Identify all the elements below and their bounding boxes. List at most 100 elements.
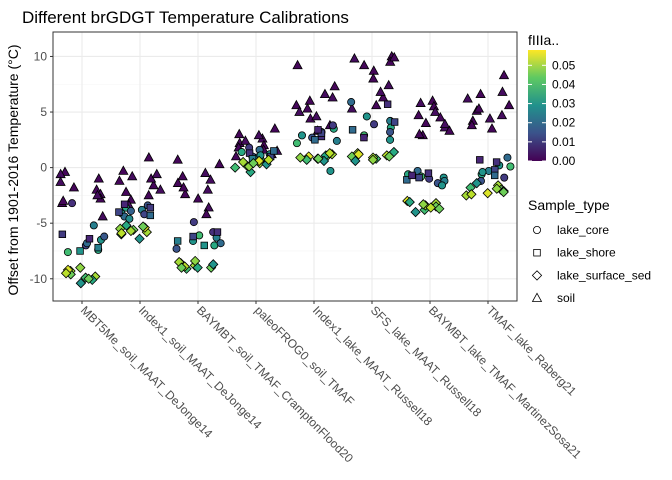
data-point [83, 273, 94, 284]
data-point [476, 156, 484, 164]
data-point [466, 119, 478, 130]
data-point [292, 59, 303, 70]
data-point [60, 268, 72, 279]
data-point [498, 186, 509, 198]
data-point [486, 123, 498, 133]
data-point [500, 173, 509, 182]
colorbar-tick-label: 0.04 [552, 77, 576, 91]
data-point [229, 162, 241, 173]
data-point [143, 189, 154, 200]
data-point [177, 170, 188, 181]
data-point [403, 176, 411, 184]
colorbar [528, 50, 546, 161]
color-legend: fIIIa.. 0.00 0.01 0.02 0.03 0.04 0.05 [528, 32, 576, 168]
data-point [311, 136, 319, 144]
data-point [420, 117, 432, 127]
data-point [269, 123, 281, 133]
data-point [367, 154, 379, 165]
data-point [93, 173, 104, 183]
data-point [383, 79, 394, 90]
data-point [68, 181, 80, 192]
data-point [349, 53, 360, 63]
data-points [55, 50, 515, 289]
data-point [478, 168, 487, 177]
data-point [383, 100, 392, 108]
data-point [146, 203, 155, 212]
data-point [58, 230, 67, 239]
shape-legend: Sample_type lake_core lake_shore lake_surf… [528, 197, 651, 305]
x-tick-label: paleoFROG0_soil_TMAF [252, 303, 357, 408]
colorbar-tick-label: 0.00 [552, 154, 576, 168]
data-point [304, 95, 316, 105]
data-point [332, 136, 341, 145]
data-point [410, 206, 421, 218]
colorbar-tick-label: 0.05 [552, 58, 576, 72]
data-point [178, 181, 189, 192]
legend-key-lake-shore [533, 248, 541, 257]
data-point [200, 167, 211, 177]
data-point [295, 152, 306, 163]
y-tick-label: 0 [40, 161, 47, 175]
data-point [114, 175, 125, 185]
x-tick-label: SFS_lake_MAAT_Russell18 [368, 303, 485, 420]
x-axis-ticks: MBT5Me_soil_MAAT_DeJonge14Index1_soil_MA… [78, 301, 584, 466]
data-point [498, 69, 510, 80]
data-point [155, 184, 166, 194]
data-point [172, 154, 183, 164]
data-point [418, 199, 429, 210]
data-point [89, 221, 98, 230]
data-point [115, 208, 123, 216]
data-point [313, 153, 324, 164]
data-point [179, 188, 191, 199]
data-point [291, 99, 302, 110]
data-point [462, 93, 473, 103]
data-point [324, 147, 335, 159]
data-point [368, 73, 379, 83]
data-point [68, 199, 77, 208]
data-point [473, 103, 485, 113]
data-point [328, 121, 337, 130]
data-point [503, 153, 512, 162]
data-point [230, 150, 242, 161]
data-point [435, 111, 446, 122]
data-point [146, 211, 155, 220]
colorbar-tick-label: 0.02 [552, 116, 576, 130]
data-point [347, 98, 356, 107]
data-point [319, 88, 331, 99]
data-point [134, 233, 145, 244]
data-point [214, 158, 225, 169]
data-point [189, 232, 197, 241]
data-point [100, 232, 109, 241]
data-point [75, 262, 86, 273]
data-point [240, 135, 251, 145]
data-point [491, 171, 499, 180]
data-point [413, 109, 424, 120]
data-point [216, 239, 225, 248]
data-point [143, 151, 155, 162]
data-point [58, 195, 69, 205]
y-tick-label: -10 [30, 272, 48, 286]
data-point [482, 188, 493, 199]
data-point [371, 99, 382, 110]
data-point [434, 203, 445, 214]
data-point [176, 262, 187, 273]
colorbar-tick-label: 0.01 [552, 135, 576, 149]
y-tick-label: 10 [34, 49, 48, 63]
data-point [496, 109, 508, 120]
colorbar-tick-label: 0.03 [552, 97, 576, 111]
legend-label: lake_core [557, 223, 609, 237]
x-tick-label: Index1_soil_MAAT_DeJonge14 [136, 303, 265, 432]
y-axis-ticks: -10 -5 0 5 10 [30, 49, 53, 286]
data-point [444, 125, 455, 135]
color-legend-title: fIIIa.. [528, 32, 559, 48]
data-point [116, 228, 127, 239]
data-point [415, 97, 426, 107]
data-point [208, 259, 219, 270]
chart-title: Different brGDGT Temperature Calibration… [22, 8, 349, 27]
shape-legend-title: Sample_type [528, 197, 610, 213]
data-point [492, 158, 501, 166]
data-point [292, 139, 301, 148]
data-point [127, 170, 138, 181]
data-point [263, 154, 274, 165]
